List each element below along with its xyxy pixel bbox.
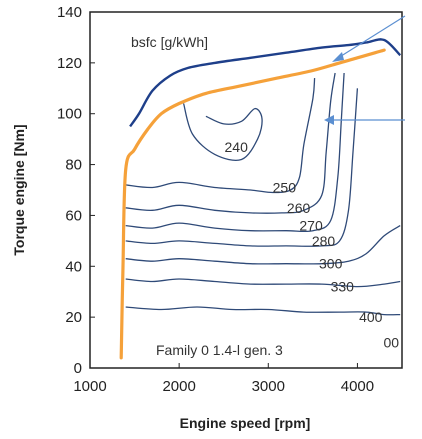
y-tick-label: 0 <box>74 360 82 377</box>
contour-label: 250 <box>273 179 297 195</box>
y-tick-label: 140 <box>57 4 82 21</box>
x-tick-label: 1000 <box>73 378 106 395</box>
contour-250 <box>125 78 316 194</box>
contour-300 <box>125 225 401 265</box>
operating-line <box>119 48 386 360</box>
full-load-curve-group <box>129 38 402 128</box>
contour-260 <box>125 72 336 214</box>
contour-270 <box>125 72 345 233</box>
y-axis-title: Torque engine [Nm] <box>11 124 27 255</box>
chart-annotation: Family 0 1.4-l gen. 3 <box>156 342 283 358</box>
arrow-upper-head <box>332 52 344 62</box>
contour-label: 260 <box>287 200 311 216</box>
contour-label: 400 <box>359 309 383 325</box>
operating-line-group <box>119 48 386 360</box>
y-tick-label: 120 <box>57 55 82 72</box>
contour-400 <box>125 306 401 316</box>
contour-330 <box>125 278 401 288</box>
contour-label: 270 <box>299 218 323 234</box>
y-tick-label: 40 <box>65 258 82 275</box>
y-tick-label: 80 <box>65 157 82 174</box>
y-tick-label: 100 <box>57 106 82 123</box>
x-axis-title: Engine speed [rpm] <box>180 415 311 431</box>
contour-lines <box>125 72 401 316</box>
contour-label: 280 <box>312 233 336 249</box>
arrow-lower-head <box>324 115 334 125</box>
x-tick-label: 3000 <box>252 378 285 395</box>
contour-240 <box>182 103 263 161</box>
y-tick-label: 60 <box>65 207 82 224</box>
contour-label: 240 <box>225 139 249 155</box>
y-tick-label: 20 <box>65 309 82 326</box>
contour-label: 330 <box>331 279 355 295</box>
axis-ticks: 1000 2000 3000 4000 0 20 40 60 80 100 120 140 <box>57 4 374 395</box>
x-tick-label: 2000 <box>162 378 195 395</box>
full-load-curve <box>129 38 402 128</box>
contour-label: 00 <box>384 335 400 351</box>
contour-label: 300 <box>319 256 343 272</box>
arrow-upper-line <box>337 15 406 59</box>
arrows-group <box>324 15 406 125</box>
x-tick-label: 4000 <box>341 378 374 395</box>
unit-label: bsfc [g/kWh] <box>131 34 208 50</box>
contour-280 <box>125 88 359 247</box>
